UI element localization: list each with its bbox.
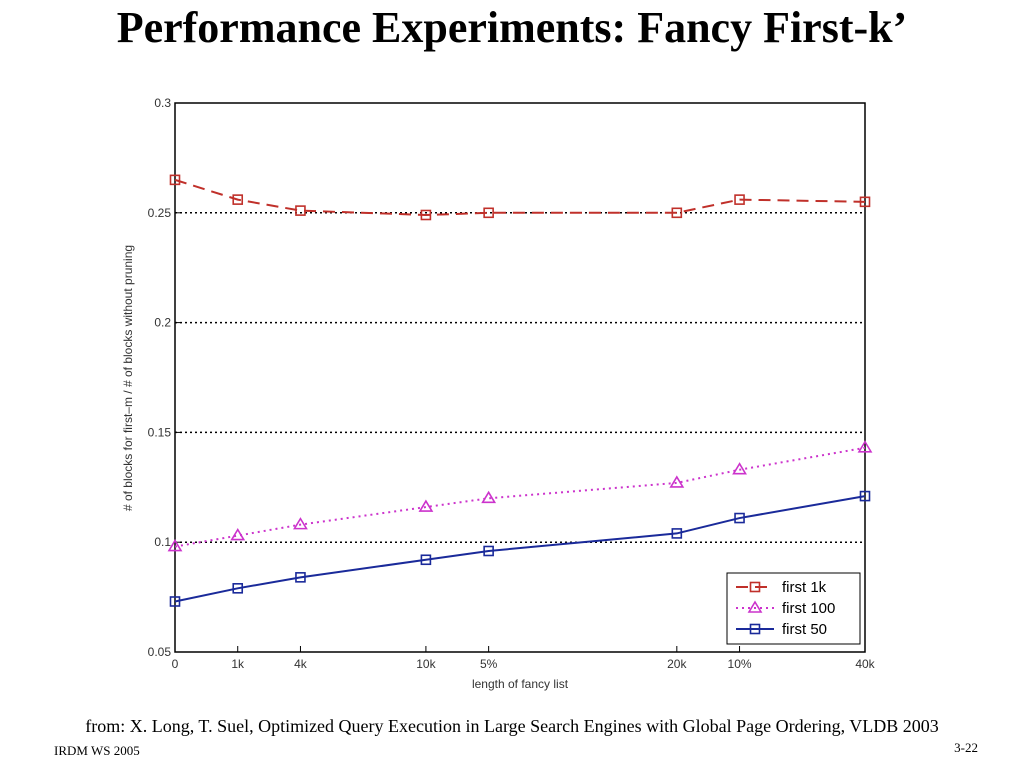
data-point [418, 499, 434, 512]
series-group [167, 174, 873, 607]
x-tick-label: 0 [172, 657, 179, 671]
page-number: 3-22 [954, 740, 978, 755]
y-tick-label: 0.1 [154, 535, 171, 549]
y-tick-label: 0.15 [148, 425, 172, 439]
series-first-1k [169, 174, 871, 221]
series-line [174, 446, 866, 548]
series-line [174, 178, 866, 216]
data-point [481, 490, 497, 504]
x-tick-label: 4k [294, 657, 308, 671]
data-point [295, 572, 306, 583]
axis-ticks: 0.05 0.1 0.15 0.2 0.25 0.3 0 1k 4k 10k 5% 20k 10% 40k [148, 96, 876, 671]
legend-marker [749, 581, 761, 593]
legend-marker [749, 623, 761, 635]
data-point [483, 207, 494, 219]
legend: first 1k first 100 first 50 [726, 572, 861, 645]
y-axis-label: # of blocks for first–m / # of blocks wi… [121, 245, 135, 511]
y-tick-label: 0.3 [154, 96, 171, 110]
series-first-100 [167, 440, 873, 552]
x-tick-label: 1k [231, 657, 245, 671]
data-point [232, 583, 244, 594]
y-tick-label: 0.25 [148, 206, 172, 220]
data-point [169, 596, 181, 607]
x-tick-label: 10% [728, 657, 752, 671]
data-point [859, 490, 871, 502]
x-tick-label: 10k [416, 657, 436, 671]
data-point [483, 545, 494, 557]
data-point [671, 207, 683, 219]
data-point [732, 462, 747, 475]
data-point [734, 194, 745, 205]
legend-label: first 100 [782, 600, 835, 617]
legend-label: first 50 [782, 621, 827, 638]
citation: from: X. Long, T. Suel, Optimized Query … [85, 716, 939, 736]
data-point [167, 539, 183, 552]
x-tick-label: 5% [480, 657, 498, 671]
legend-label: first 1k [782, 579, 827, 596]
data-point [669, 475, 685, 488]
data-point [230, 528, 246, 541]
x-tick-label: 40k [855, 657, 875, 671]
y-tick-label: 0.05 [148, 645, 172, 659]
data-point [293, 517, 308, 530]
data-point [295, 205, 306, 216]
plot-area [174, 102, 866, 653]
slide-title: Performance Experiments: Fancy First-k’ [116, 3, 908, 52]
footer-left: IRDM WS 2005 [54, 743, 140, 758]
data-point [671, 528, 683, 539]
series-line [174, 495, 866, 603]
y-tick-label: 0.2 [154, 316, 171, 330]
series-first-50 [169, 490, 871, 607]
data-point [734, 512, 745, 524]
data-point [420, 554, 432, 566]
data-point [420, 209, 432, 221]
data-point [857, 440, 873, 453]
x-tick-label: 20k [667, 657, 687, 671]
legend-marker [747, 600, 763, 613]
data-point [859, 196, 871, 208]
x-axis-label: length of fancy list [472, 677, 569, 691]
data-point [232, 194, 244, 205]
data-point [169, 174, 181, 186]
